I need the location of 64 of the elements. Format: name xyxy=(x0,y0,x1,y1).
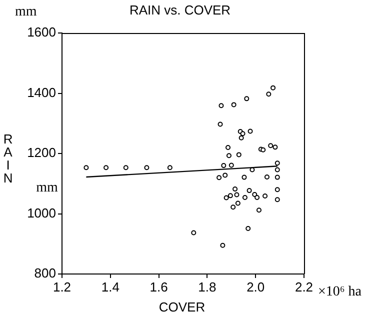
y-tick-label: 800 xyxy=(34,266,56,281)
point xyxy=(84,165,89,170)
point xyxy=(274,197,280,202)
point xyxy=(250,167,255,172)
x-tick-label: 1.2 xyxy=(52,279,72,294)
point xyxy=(246,226,251,232)
point xyxy=(235,200,240,206)
point xyxy=(234,192,240,198)
y-axis-title: RAIN xyxy=(3,132,13,186)
point xyxy=(242,174,247,180)
point xyxy=(167,165,172,170)
point xyxy=(230,204,236,210)
y-tick-label: 1200 xyxy=(27,145,56,160)
point xyxy=(220,242,226,248)
point xyxy=(256,208,262,213)
point xyxy=(231,102,236,108)
point xyxy=(272,144,278,150)
text: ×10⁶ ha xyxy=(318,284,362,300)
point xyxy=(236,152,242,158)
point xyxy=(238,135,244,140)
point xyxy=(268,143,274,148)
point xyxy=(246,188,252,194)
y-tick-label: 1400 xyxy=(27,84,56,100)
point xyxy=(191,230,196,236)
point xyxy=(226,144,231,150)
y-tick-label: 1600 xyxy=(27,24,56,40)
point xyxy=(144,165,150,170)
point xyxy=(232,186,238,192)
point xyxy=(274,187,280,192)
point xyxy=(260,147,266,152)
x-tick-label: 2.2 xyxy=(294,279,314,294)
point xyxy=(248,128,253,134)
chart-title: RAIN vs. COVER xyxy=(129,2,231,18)
point xyxy=(254,194,260,200)
point xyxy=(226,153,232,158)
point xyxy=(244,96,250,102)
point xyxy=(224,195,229,200)
point xyxy=(123,165,128,170)
point xyxy=(240,131,246,136)
x-tick-label: 1.8 xyxy=(198,279,216,294)
point xyxy=(222,172,228,178)
point xyxy=(262,193,268,198)
point xyxy=(270,85,276,90)
point xyxy=(274,160,280,166)
point xyxy=(216,175,222,180)
point xyxy=(228,193,233,198)
point xyxy=(242,194,248,200)
text: mm xyxy=(15,4,37,20)
text: mm xyxy=(36,180,58,196)
point xyxy=(221,163,226,168)
point xyxy=(104,165,109,170)
point xyxy=(252,192,258,197)
x-axis-title: COVER xyxy=(158,300,206,315)
point xyxy=(228,162,234,168)
x-tick-label: 1.6 xyxy=(150,279,168,294)
point xyxy=(218,103,224,108)
point xyxy=(218,122,223,127)
point xyxy=(264,174,270,180)
point xyxy=(274,167,280,172)
x-tick-label: 1.4 xyxy=(101,279,120,294)
point xyxy=(274,174,280,180)
point xyxy=(266,92,272,97)
x-tick-label: 2.0 xyxy=(246,279,265,294)
y-tick-label: 1000 xyxy=(27,205,56,220)
